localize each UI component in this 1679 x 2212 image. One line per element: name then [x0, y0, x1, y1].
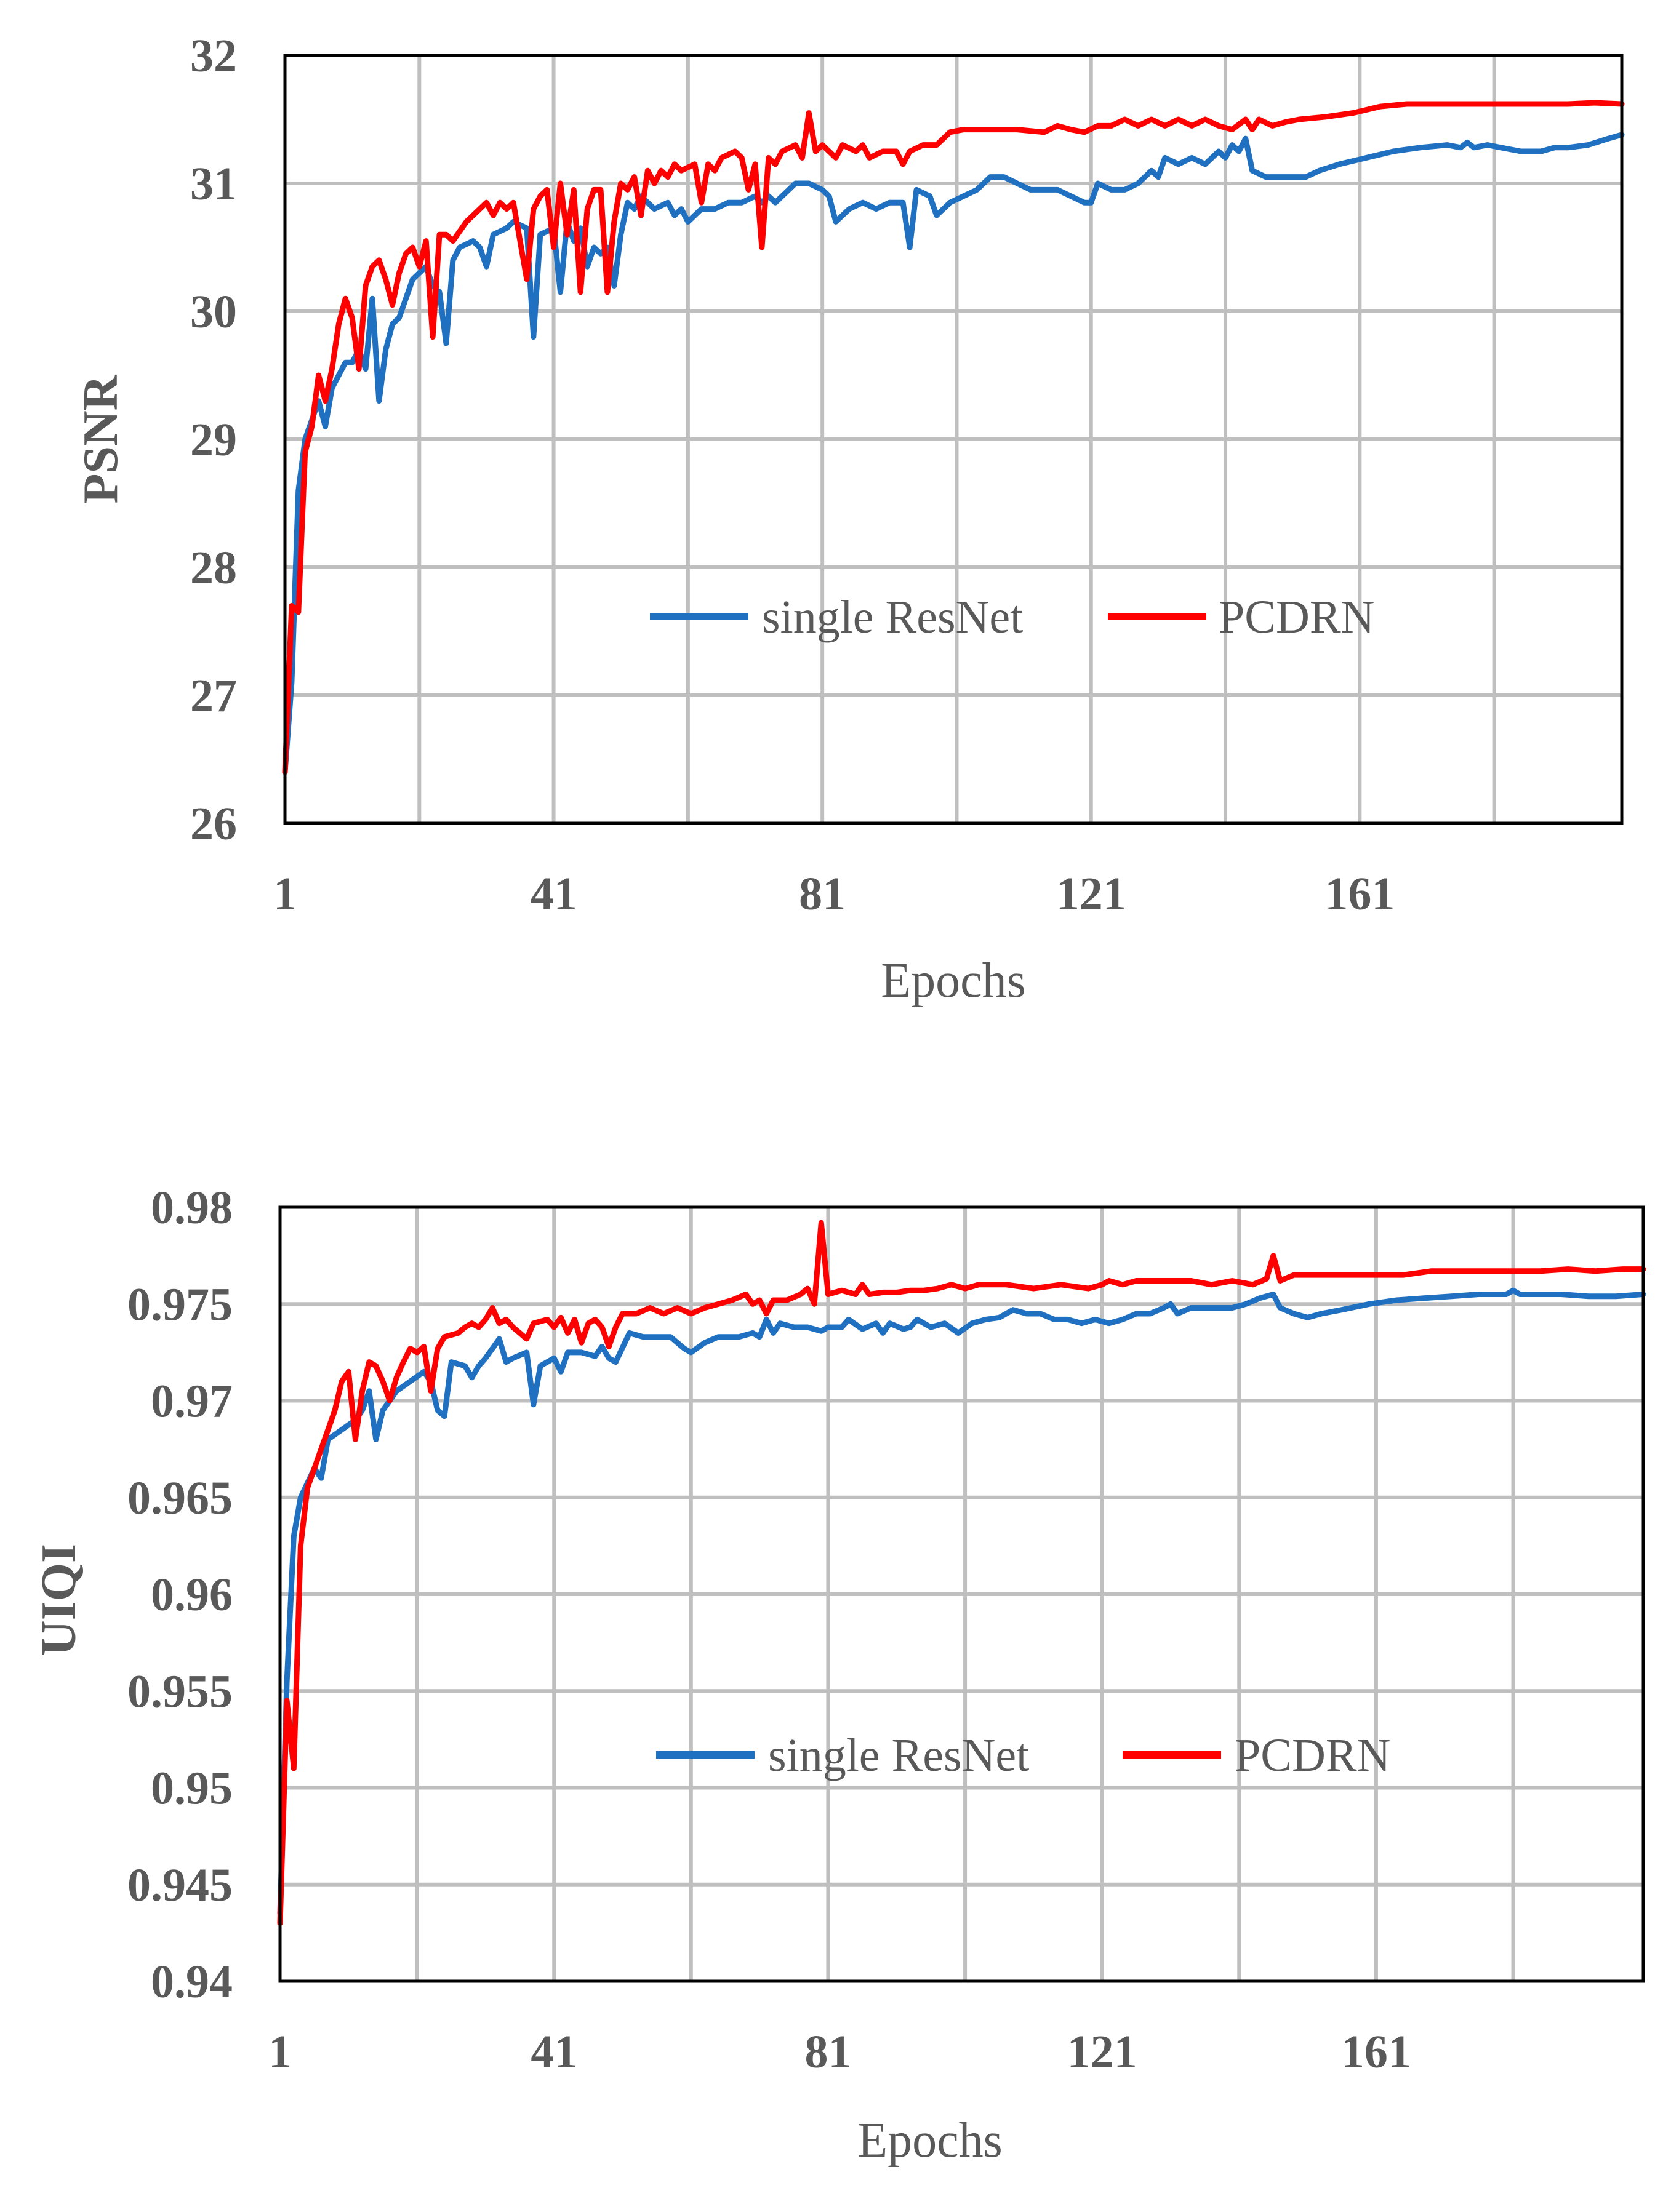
uiqi-y-tick-0-96: 0.96 [151, 1569, 233, 1621]
uiqi-y-tick-labels: 0.94 0.945 0.95 0.955 0.96 0.965 0.97 0.975 0.98 [127, 1182, 233, 2008]
psnr-x-tick-41: 41 [531, 868, 577, 920]
psnr-x-axis-title: Epochs [881, 954, 1026, 1008]
uiqi-y-tick-0-945: 0.945 [127, 1859, 233, 1911]
psnr-legend-label-single-resnet: single ResNet [762, 591, 1023, 643]
psnr-y-axis-title: PSNR [74, 374, 128, 503]
psnr-y-tick-29: 29 [190, 414, 237, 466]
uiqi-y-tick-0-94: 0.94 [151, 1956, 233, 2008]
uiqi-grid [280, 1207, 1643, 1981]
uiqi-legend-label-pcdrn: PCDRN [1235, 1730, 1390, 1781]
psnr-y-tick-30: 30 [190, 286, 237, 338]
uiqi-y-tick-0-975: 0.975 [127, 1279, 233, 1330]
uiqi-series-line-single-resnet [277, 1287, 1646, 1917]
psnr-x-tick-labels: 1 41 81 121 161 [273, 868, 1395, 920]
uiqi-y-tick-0-965: 0.965 [127, 1472, 233, 1524]
uiqi-legend: single ResNet PCDRN [656, 1730, 1390, 1781]
psnr-x-tick-1: 1 [273, 868, 297, 920]
psnr-y-tick-labels: 26 27 28 29 30 31 32 [190, 30, 237, 850]
psnr-x-tick-121: 121 [1056, 868, 1126, 920]
psnr-chart: 26 27 28 29 30 31 32 1 41 81 121 161 Epochs PSNR s… [74, 30, 1625, 1008]
uiqi-y-tick-0-955: 0.955 [127, 1666, 233, 1717]
psnr-y-tick-28: 28 [190, 542, 237, 594]
psnr-y-tick-27: 27 [190, 670, 237, 722]
uiqi-chart: 0.94 0.945 0.95 0.955 0.96 0.965 0.97 0.975 0.98… [32, 1182, 1646, 2168]
uiqi-y-tick-0-95: 0.95 [151, 1763, 233, 1815]
uiqi-y-axis-title: UIQI [32, 1544, 86, 1656]
psnr-series-line-pcdrn [282, 100, 1625, 775]
psnr-series [282, 100, 1625, 775]
uiqi-plot-frame [278, 1205, 1645, 1983]
uiqi-legend-label-single-resnet: single ResNet [768, 1730, 1029, 1781]
uiqi-y-tick-0-98: 0.98 [151, 1182, 233, 1234]
psnr-grid [285, 55, 1622, 823]
psnr-series-line-single-resnet [282, 132, 1625, 775]
uiqi-y-tick-0-97: 0.97 [151, 1376, 233, 1427]
psnr-plot-frame [283, 54, 1624, 825]
uiqi-x-tick-41: 41 [531, 2026, 577, 2078]
uiqi-x-axis-title: Epochs [857, 2114, 1003, 2168]
psnr-x-tick-161: 161 [1324, 868, 1395, 920]
psnr-y-tick-26: 26 [190, 798, 237, 850]
uiqi-x-tick-121: 121 [1067, 2026, 1137, 2078]
uiqi-series [277, 1220, 1646, 1927]
uiqi-x-tick-81: 81 [804, 2026, 851, 2078]
psnr-legend: single ResNet PCDRN [650, 591, 1374, 643]
uiqi-x-tick-labels: 1 41 81 121 161 [268, 2026, 1411, 2078]
uiqi-series-line-pcdrn [277, 1220, 1646, 1927]
psnr-legend-label-pcdrn: PCDRN [1219, 591, 1374, 643]
uiqi-x-tick-1: 1 [268, 2026, 292, 2078]
psnr-y-tick-31: 31 [190, 158, 237, 210]
uiqi-x-tick-161: 161 [1341, 2026, 1411, 2078]
psnr-y-tick-32: 32 [190, 30, 237, 82]
psnr-x-tick-81: 81 [799, 868, 846, 920]
